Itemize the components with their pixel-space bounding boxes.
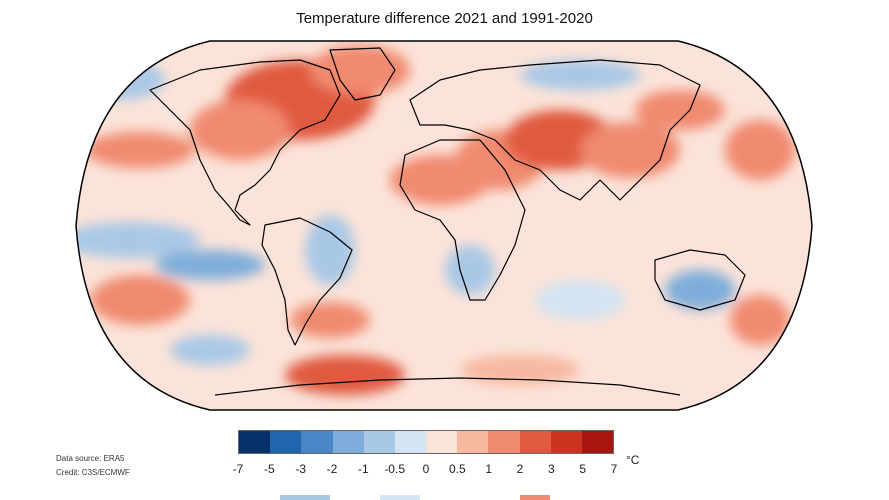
- colorbar-tick-label: -2: [326, 462, 338, 476]
- anomaly-patch: [725, 120, 795, 180]
- globe-outline: [75, 40, 813, 411]
- colorbar-swatch: [332, 431, 364, 453]
- anomaly-patch: [76, 222, 200, 258]
- anomaly-patch: [190, 100, 290, 160]
- anomaly-patch: [635, 90, 725, 130]
- chart-title: Temperature difference 2021 and 1991-202…: [296, 10, 593, 27]
- coastline-greenland: [329, 47, 396, 101]
- anomaly-patch: [580, 122, 680, 178]
- colorbar-tick-label: 3: [547, 462, 555, 476]
- colorbar-tick-label: 0.5: [448, 462, 466, 476]
- cropped-block: [380, 495, 420, 500]
- anomaly-patch: [285, 355, 405, 395]
- colorbar-tick-label: 0: [422, 462, 430, 476]
- colorbar-swatch: [426, 431, 458, 453]
- anomaly-patch: [460, 355, 580, 385]
- anomaly-patch: [85, 132, 195, 168]
- colorbar-swatch: [363, 431, 395, 453]
- anomaly-patch: [290, 302, 370, 338]
- anomaly-patch: [170, 335, 250, 365]
- anomaly-patch: [305, 215, 355, 285]
- anomaly-patch: [90, 275, 190, 325]
- colorbar-tick-label: 2: [516, 462, 524, 476]
- colorbar-swatch: [394, 431, 427, 453]
- coastline-north-america: [149, 59, 341, 226]
- cropped-block: [280, 495, 330, 500]
- colorbar-swatch: [301, 431, 333, 453]
- coastline-australia: [654, 249, 746, 311]
- cropped-block: [520, 495, 550, 500]
- colorbar-tick-label: -1: [357, 462, 369, 476]
- colorbar-swatch: [519, 431, 551, 453]
- anomaly-patch: [535, 280, 625, 320]
- colorbar-swatch: [270, 431, 302, 453]
- colorbar: [238, 430, 614, 454]
- coastline-eurasia: [409, 59, 701, 201]
- anomaly-patch: [520, 60, 640, 90]
- cropped-lower-content: [280, 495, 550, 500]
- coastline-antarctica: [214, 377, 681, 396]
- coastline-south-america: [261, 217, 353, 346]
- colorbar-swatch: [581, 431, 614, 453]
- colorbar-tick-label: 5: [579, 462, 586, 476]
- colorbar-swatch: [239, 431, 271, 453]
- anomaly-patch: [665, 270, 735, 310]
- colorbar-tick-label: -5: [263, 462, 275, 476]
- anomaly-patch: [155, 250, 265, 280]
- colorbar-tick-label: 7: [610, 462, 618, 476]
- colorbar-tick-label: 1: [485, 462, 492, 476]
- colorbar-tick-label: -7: [232, 462, 244, 476]
- credit-label: Credit: C3S/ECMWF: [56, 468, 130, 477]
- data-source-label: Data source: ERA5: [56, 454, 125, 463]
- anomaly-patch: [445, 245, 495, 295]
- colorbar-tick-label: -0.5: [384, 462, 405, 476]
- anomaly-patch: [730, 295, 790, 345]
- colorbar-ticks: -7 -5 -3 -2 -1 -0.5 0 0.5 1 2 3 5 7: [0, 462, 889, 478]
- colorbar-swatch: [488, 431, 520, 453]
- source-note: Data source: ERA5 Credit: C3S/ECMWF: [56, 452, 130, 480]
- colorbar-tick-label: -3: [295, 462, 306, 476]
- coastline-africa: [399, 139, 526, 301]
- unit-label: °C: [626, 453, 640, 467]
- colorbar-swatch: [550, 431, 582, 453]
- colorbar-swatch: [457, 431, 489, 453]
